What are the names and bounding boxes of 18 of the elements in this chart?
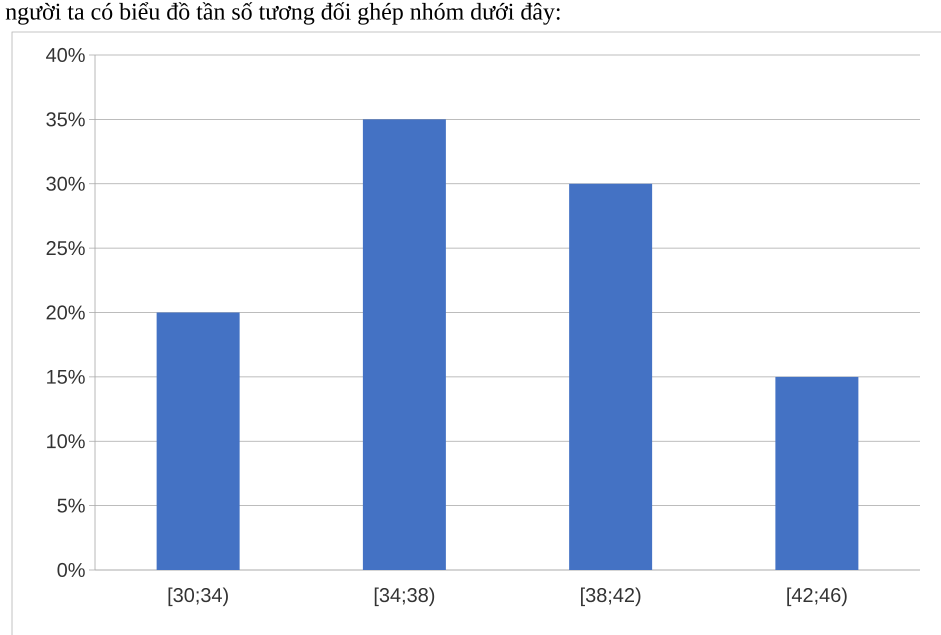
y-tick-label: 5% — [57, 498, 85, 513]
y-tick-label: 0% — [57, 562, 85, 578]
x-tick-label: [30;34) — [168, 588, 228, 606]
x-tick-label: [42;46) — [787, 588, 847, 606]
y-tick-label: 10% — [47, 434, 85, 448]
chart-title: người ta có biểu đồ tần số tương đối ghép nhóm dưới đây: — [6, 2, 560, 25]
x-tick-label: [34;38) — [374, 588, 434, 606]
y-tick-label: 35% — [46, 112, 85, 126]
bar — [775, 376, 858, 570]
y-tick-label: 20% — [46, 305, 85, 320]
bar — [362, 119, 446, 570]
bar — [156, 312, 240, 570]
x-tick-label: [38;42) — [581, 588, 640, 606]
y-tick-label: 15% — [47, 370, 85, 384]
bar — [569, 184, 652, 570]
y-tick-label: 40% — [46, 48, 85, 62]
y-tick-label: 30% — [46, 176, 85, 191]
y-tick-label: 25% — [46, 241, 85, 256]
